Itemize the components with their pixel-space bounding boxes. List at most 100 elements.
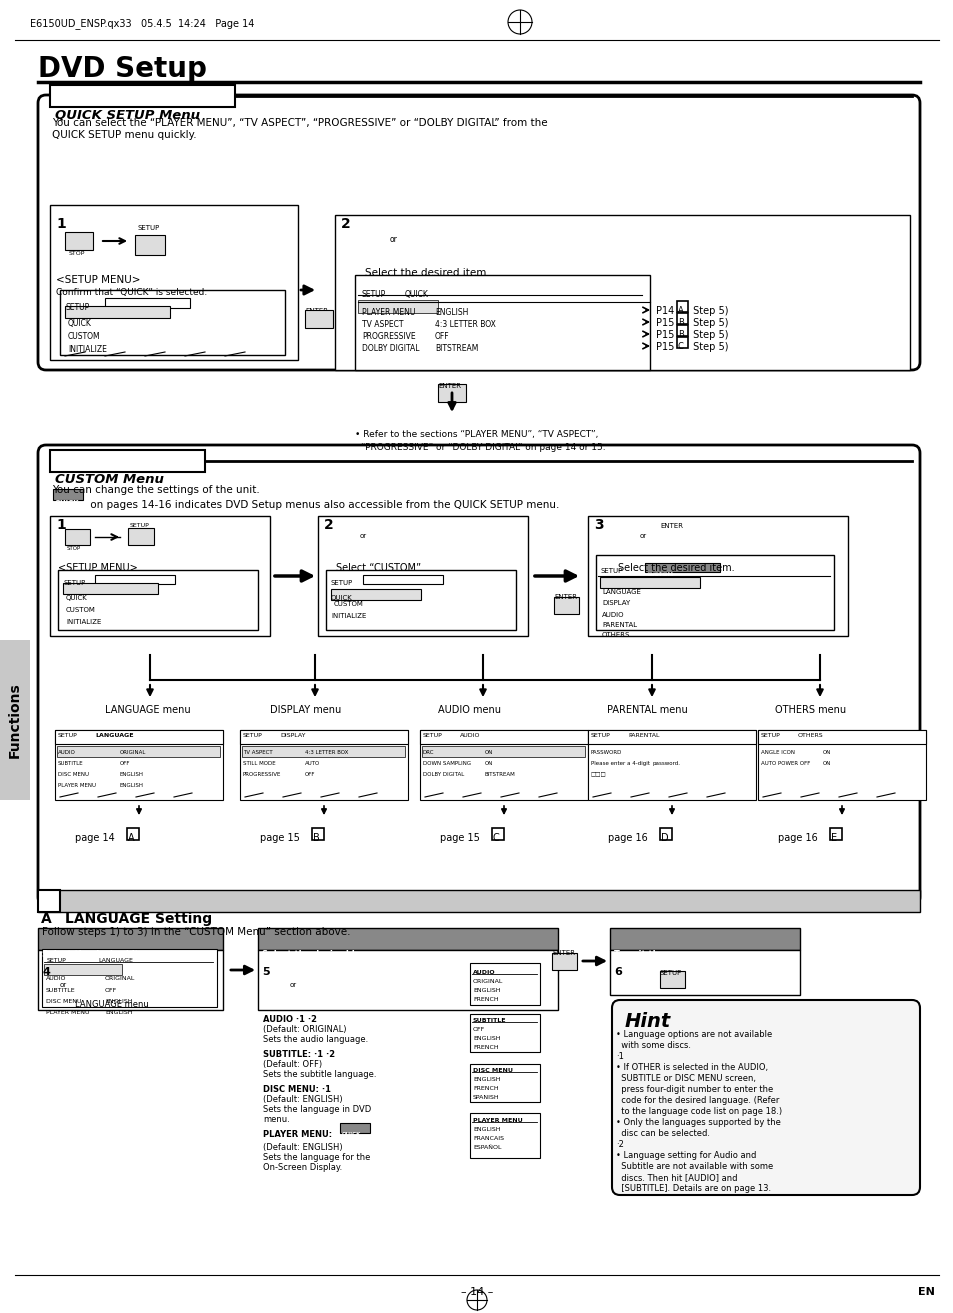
Text: [SUBTITLE]. Details are on page 13.: [SUBTITLE]. Details are on page 13. <box>616 1184 770 1194</box>
Text: QUICK: QUICK <box>66 595 88 601</box>
Text: ENTER: ENTER <box>554 593 577 600</box>
Bar <box>552 953 577 970</box>
Text: ORIGINAL: ORIGINAL <box>473 979 503 983</box>
Text: A: A <box>41 913 51 926</box>
Bar <box>587 730 755 744</box>
Text: PROGRESSIVE: PROGRESSIVE <box>361 332 416 341</box>
Bar <box>55 730 223 744</box>
Bar <box>677 326 687 336</box>
Bar <box>677 337 687 348</box>
Bar <box>829 829 841 840</box>
Text: CUSTOM Menu: CUSTOM Menu <box>55 473 164 486</box>
Text: Follow steps 1) to 3) in the “CUSTOM Menu” section above.: Follow steps 1) to 3) in the “CUSTOM Men… <box>42 927 350 937</box>
Text: You can change the settings of the unit.: You can change the settings of the unit. <box>52 484 259 495</box>
Text: OTHERS menu: OTHERS menu <box>774 705 845 716</box>
Text: DISC MENU: DISC MENU <box>58 772 89 777</box>
Text: SETUP: SETUP <box>47 958 67 962</box>
Text: Hint: Hint <box>624 1012 671 1031</box>
Text: or: or <box>290 982 296 987</box>
Text: code for the desired language. (Refer: code for the desired language. (Refer <box>616 1096 779 1106</box>
Text: page 16: page 16 <box>607 832 647 843</box>
Text: DISC MENU: DISC MENU <box>473 1067 513 1073</box>
Text: on pages 14-16 indicates DVD Setup menus also accessible from the QUICK SETUP me: on pages 14-16 indicates DVD Setup menus… <box>87 500 558 509</box>
Text: ENGLISH: ENGLISH <box>105 999 132 1004</box>
Bar <box>659 829 671 840</box>
Text: – 14 –: – 14 – <box>460 1287 493 1297</box>
Text: QUICK: QUICK <box>331 595 353 601</box>
Text: to the language code list on page 18.): to the language code list on page 18.) <box>616 1107 781 1116</box>
Text: <SETUP MENU>: <SETUP MENU> <box>56 274 140 285</box>
Bar <box>38 890 919 913</box>
Text: ENGLISH: ENGLISH <box>473 1077 500 1082</box>
Text: (Default: ENGLISH): (Default: ENGLISH) <box>263 1095 342 1104</box>
Bar <box>357 299 437 312</box>
Text: “PROGRESSIVE” or “DOLBY DIGITAL” on page 14 or 15.: “PROGRESSIVE” or “DOLBY DIGITAL” on page… <box>355 442 605 452</box>
Bar <box>55 730 223 800</box>
Bar <box>57 746 220 758</box>
Text: STOP: STOP <box>69 251 85 256</box>
Text: press four-digit number to enter the: press four-digit number to enter the <box>616 1085 773 1094</box>
Text: • Language setting for Audio and: • Language setting for Audio and <box>616 1152 756 1159</box>
Text: TV ASPECT: TV ASPECT <box>243 750 273 755</box>
Text: E6150UD_ENSP.qx33   05.4.5  14:24   Page 14: E6150UD_ENSP.qx33 05.4.5 14:24 Page 14 <box>30 18 254 29</box>
Text: Functions: Functions <box>8 683 22 758</box>
Bar <box>38 928 223 951</box>
Text: SUBTITLE: SUBTITLE <box>46 987 75 993</box>
Text: DISPLAY menu: DISPLAY menu <box>270 705 341 716</box>
Bar <box>659 972 684 987</box>
Text: ENGLISH: ENGLISH <box>120 783 144 788</box>
Text: DRC: DRC <box>422 750 434 755</box>
Bar <box>257 928 558 951</box>
Text: ORIGINAL: ORIGINAL <box>105 976 135 981</box>
Bar <box>492 829 503 840</box>
Text: ENTER: ENTER <box>437 383 460 389</box>
Text: page 15: page 15 <box>260 832 299 843</box>
Text: FRENCH: FRENCH <box>473 1086 498 1091</box>
Text: Please enter a 4-digit: Please enter a 4-digit <box>590 762 649 765</box>
Text: 2: 2 <box>340 217 351 231</box>
Bar <box>95 575 174 584</box>
Bar <box>437 383 465 402</box>
Text: (Default: ENGLISH): (Default: ENGLISH) <box>263 1144 342 1152</box>
Text: ENTER: ENTER <box>305 309 328 314</box>
Text: ENGLISH: ENGLISH <box>473 1036 500 1041</box>
Bar <box>53 488 83 500</box>
Bar <box>50 85 234 106</box>
Text: SETUP: SETUP <box>58 733 77 738</box>
Text: <SETUP MENU>: <SETUP MENU> <box>58 563 137 572</box>
Text: DISC MENU: DISC MENU <box>46 999 81 1004</box>
Text: Select the desired item.: Select the desired item. <box>365 268 489 278</box>
Bar <box>50 450 205 471</box>
Text: disc can be selected.: disc can be selected. <box>616 1129 709 1138</box>
Text: C: C <box>493 832 499 843</box>
Text: Sets the language in DVD: Sets the language in DVD <box>263 1106 371 1113</box>
Text: Select the desired item.: Select the desired item. <box>618 563 734 572</box>
Text: C: C <box>678 341 683 351</box>
Bar <box>470 1014 539 1052</box>
Bar <box>38 890 60 913</box>
Text: discs. Then hit [AUDIO] and: discs. Then hit [AUDIO] and <box>616 1173 737 1182</box>
Text: E: E <box>830 832 836 843</box>
Text: SUBTITLE or DISC MENU screen,: SUBTITLE or DISC MENU screen, <box>616 1074 755 1083</box>
Text: • Refer to the sections “PLAYER MENU”, “TV ASPECT”,: • Refer to the sections “PLAYER MENU”, “… <box>355 429 598 439</box>
Text: ENGLISH: ENGLISH <box>105 1010 132 1015</box>
Bar <box>312 829 324 840</box>
Text: password.: password. <box>652 762 680 765</box>
Text: PLAYER MENU: PLAYER MENU <box>473 1117 522 1123</box>
Text: ON: ON <box>484 750 493 755</box>
Text: B: B <box>678 330 683 339</box>
Bar <box>42 949 216 1007</box>
Text: 4:3 LETTER BOX: 4:3 LETTER BOX <box>305 750 348 755</box>
Text: ·1: ·1 <box>616 1052 623 1061</box>
Text: DISPLAY: DISPLAY <box>280 733 305 738</box>
Text: FRENCH: FRENCH <box>473 1045 498 1050</box>
Text: P15: P15 <box>656 318 674 328</box>
Text: CUSTOM: CUSTOM <box>68 332 100 341</box>
Text: 1: 1 <box>56 519 66 532</box>
Text: OTHERS: OTHERS <box>797 733 822 738</box>
Bar <box>65 306 170 318</box>
Text: SUBTITLE: SUBTITLE <box>473 1018 506 1023</box>
Text: DISPLAY: DISPLAY <box>601 600 630 607</box>
Text: LANGUAGE: LANGUAGE <box>601 590 640 595</box>
Bar <box>335 215 909 370</box>
